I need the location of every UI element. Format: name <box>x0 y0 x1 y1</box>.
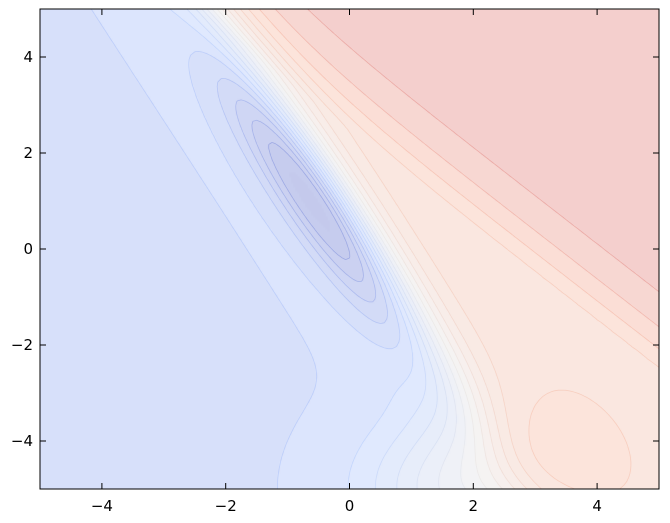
contour-line <box>268 142 351 260</box>
x-axis: −4 −2 0 2 4 <box>91 9 602 515</box>
contour-line <box>90 9 401 489</box>
contour-line <box>169 9 414 489</box>
contour-line <box>216 78 388 324</box>
contour-line <box>251 119 364 282</box>
contour-fill-layer <box>40 9 659 489</box>
x-tick-label: 2 <box>469 497 479 515</box>
contour-lines <box>90 9 659 489</box>
contour-line <box>307 9 659 293</box>
y-tick-label: 2 <box>23 144 33 162</box>
y-tick-label: 4 <box>23 48 33 66</box>
y-tick-label: −4 <box>11 432 33 450</box>
x-tick-label: 0 <box>345 497 355 515</box>
contour-line <box>227 9 516 489</box>
contour-line <box>195 9 438 489</box>
y-tick-label: 0 <box>23 240 33 258</box>
contour-line <box>221 9 503 489</box>
x-tick-label: −4 <box>91 497 113 515</box>
y-axis: −4 −2 0 2 4 <box>11 48 659 450</box>
contour-line <box>258 9 659 350</box>
contour-field <box>40 9 659 489</box>
contour-line <box>233 9 528 489</box>
contour-line <box>211 9 466 489</box>
contour-line <box>206 9 457 489</box>
y-tick-label: −2 <box>11 336 33 354</box>
x-tick-label: −2 <box>215 497 237 515</box>
contour-line <box>235 99 377 303</box>
x-tick-label: 4 <box>592 497 602 515</box>
